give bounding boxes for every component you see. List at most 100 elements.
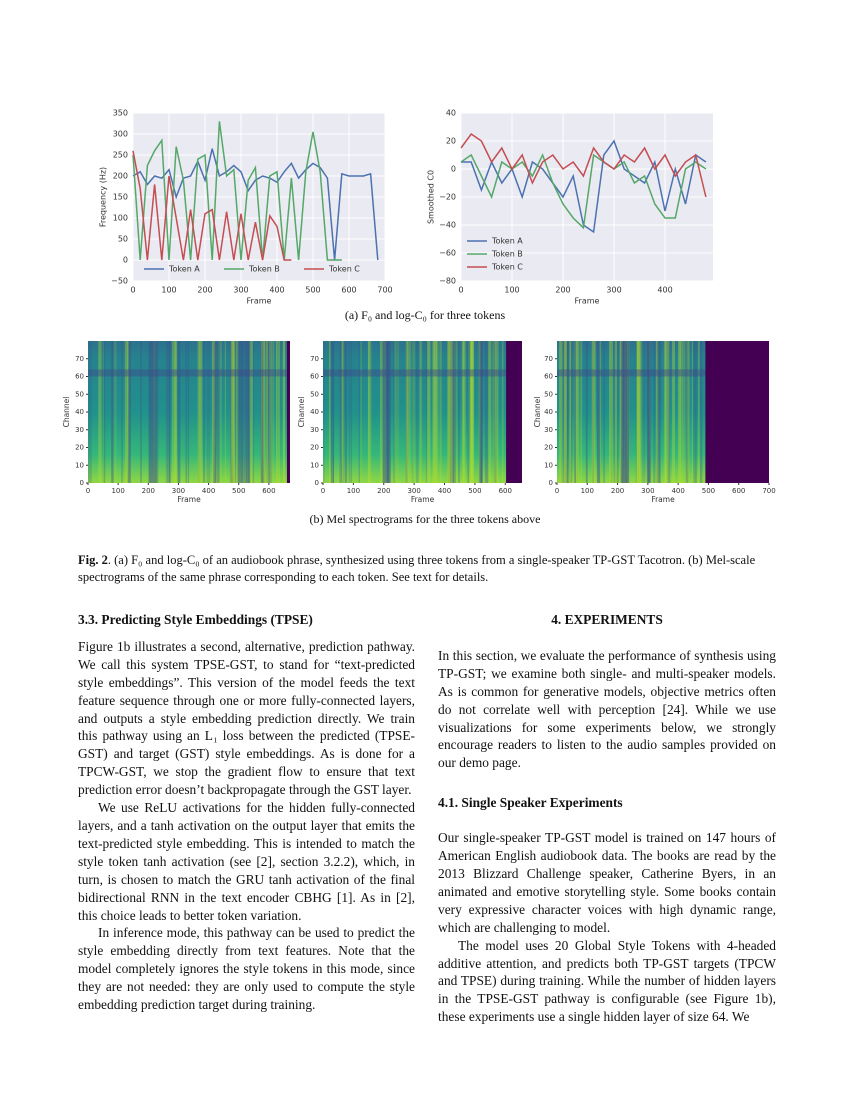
subsection-heading: 4.1. Single Speaker Experiments	[438, 795, 623, 811]
spectrogram-texture	[663, 341, 667, 483]
spectrogram-texture	[653, 341, 656, 483]
x-tick-label: 700	[762, 487, 775, 495]
left-column: 3.3. Predicting Style Embeddings (TPSE) …	[78, 611, 415, 1014]
y-tick-label: 50	[75, 390, 84, 398]
spectrogram-texture	[592, 341, 595, 483]
series-line	[460, 132, 707, 198]
spectrogram-texture	[340, 341, 345, 483]
spectrogram-padding	[286, 341, 290, 483]
y-axis-label: Channel	[297, 397, 306, 428]
spectrogram-texture	[165, 341, 169, 483]
spectrogram-texture	[648, 341, 651, 483]
y-tick-label: 40	[310, 408, 319, 416]
y-axis-label: Smoothed C0	[427, 170, 436, 224]
spectrogram-texture	[416, 341, 419, 483]
spectrogram-texture	[412, 341, 414, 483]
spectrogram-texture	[230, 341, 235, 483]
section-heading: 4. EXPERIMENTS	[551, 612, 663, 627]
y-tick-label: 40	[544, 408, 553, 416]
spectrogram-texture	[576, 341, 579, 483]
series-line	[132, 121, 342, 261]
spectrogram-texture	[252, 341, 255, 483]
spectrogram-texture	[574, 341, 577, 483]
spectrogram-texture	[478, 341, 483, 483]
y-tick-label: −60	[439, 249, 456, 258]
y-tick-label: 50	[118, 235, 128, 244]
spectrogram-texture	[368, 341, 370, 483]
spectrogram-texture	[585, 341, 588, 483]
x-tick-label: 100	[111, 487, 124, 495]
spectrogram-texture	[591, 341, 596, 483]
x-tick-label: 200	[142, 487, 155, 495]
spectrogram-texture	[449, 341, 453, 483]
spectrogram-texture	[206, 341, 211, 483]
spectrogram-texture	[467, 341, 470, 483]
spectrogram	[88, 341, 290, 483]
spectrogram-texture	[610, 341, 613, 483]
section-heading: 3.3. Predicting Style Embeddings (TPSE)	[78, 612, 313, 627]
legend-label: Token C	[328, 265, 360, 274]
spectrogram-texture	[561, 341, 565, 483]
spectrogram-texture	[173, 341, 177, 483]
spectrogram-texture	[330, 341, 333, 483]
x-tick-label: 0	[86, 487, 90, 495]
spectrogram-texture	[557, 369, 706, 377]
spectrogram-texture	[685, 341, 689, 483]
spectrogram-texture	[665, 341, 670, 483]
y-tick-label: 150	[113, 193, 128, 202]
y-tick-label: 40	[75, 408, 84, 416]
paragraph: The model uses 20 Global Style Tokens wi…	[438, 937, 776, 1025]
spectrogram-texture	[243, 341, 248, 483]
spectrogram-texture	[127, 341, 131, 483]
paragraph: Our single-speaker TP-GST model is train…	[438, 830, 776, 935]
spectrogram-texture	[331, 341, 335, 483]
spectrogram-texture	[235, 341, 239, 483]
spectrogram-texture	[597, 341, 601, 483]
spectrogram-texture	[569, 341, 571, 483]
spectrogram-texture	[678, 341, 682, 483]
paragraph: We use ReLU activations for the hidden f…	[78, 800, 415, 923]
spectrogram-texture	[494, 341, 498, 483]
spectrogram-texture	[435, 341, 439, 483]
spectrogram-texture	[175, 341, 178, 483]
spectrogram-texture	[479, 341, 481, 483]
spectrogram-texture	[382, 341, 391, 483]
spectrogram-texture	[218, 341, 222, 483]
x-tick-label: 700	[377, 286, 392, 295]
spectrogram-texture	[405, 341, 408, 483]
spectrogram-texture	[261, 341, 265, 483]
right-column: 4. EXPERIMENTS In this section, we evalu…	[438, 611, 776, 1026]
spectrogram-texture	[169, 341, 171, 483]
spectrogram-texture	[88, 341, 92, 483]
spectrogram-texture	[462, 341, 465, 483]
spectrogram-texture	[341, 341, 344, 483]
caption-a: (a) F₀ and log-C₀ for three tokens	[345, 308, 506, 322]
spectrogram-texture	[171, 341, 174, 483]
y-axis-label: Frequency (Hz)	[99, 167, 108, 227]
spectrogram-texture	[261, 341, 266, 483]
y-tick-label: 60	[310, 373, 319, 381]
x-tick-label: 500	[702, 487, 715, 495]
spectrogram-texture	[169, 341, 171, 483]
spectrogram-texture	[484, 341, 489, 483]
spectrogram-texture	[230, 341, 234, 483]
spectrogram-texture	[427, 341, 431, 483]
x-axis-label: Frame	[575, 297, 600, 306]
spectrogram-texture	[559, 341, 563, 483]
spectrogram-texture	[653, 341, 655, 483]
spectrogram-texture	[672, 341, 676, 483]
figure: (a) F₀ and log-C₀ for three tokens (b) M…	[62, 109, 776, 526]
spectrogram-texture	[452, 341, 455, 483]
spectrogram-texture	[479, 341, 483, 483]
spectrogram-texture	[217, 341, 220, 483]
spectrogram-texture	[348, 341, 351, 483]
figure-caption: Fig. 2. (a) F₀ and log-C₀ of an audioboo…	[78, 552, 778, 585]
spectrogram-texture	[641, 341, 646, 483]
spectrogram-texture	[667, 341, 670, 483]
y-axis-label: Channel	[533, 397, 542, 428]
y-tick-label: 20	[446, 137, 456, 146]
spectrogram-texture	[470, 341, 475, 483]
x-tick-label: 300	[407, 487, 420, 495]
spectrogram-texture	[140, 341, 142, 483]
spectrogram-texture	[232, 341, 235, 483]
